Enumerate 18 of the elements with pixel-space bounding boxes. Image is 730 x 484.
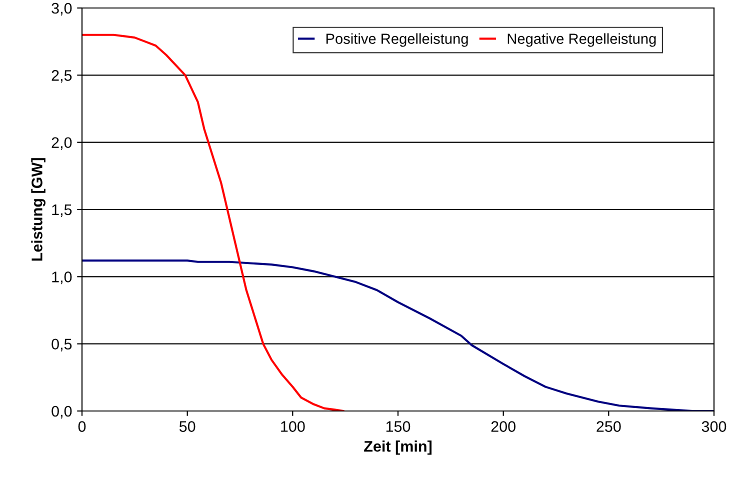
x-tick-label: 0 xyxy=(78,421,86,432)
y-tick-label: 1,5 xyxy=(52,204,72,217)
x-tick-label: 300 xyxy=(702,421,726,432)
y-tick-label: 3,0 xyxy=(52,2,72,16)
y-tick-label: 0,0 xyxy=(52,406,72,418)
x-tick-label: 50 xyxy=(179,421,196,432)
x-tick-label: 250 xyxy=(596,421,621,432)
x-tick-label: 100 xyxy=(281,421,305,432)
x-tick-label: 150 xyxy=(386,421,410,432)
legend-label: Positive Regelleistung xyxy=(326,33,468,47)
x-axis-title: Zeit [min] xyxy=(364,440,432,455)
y-axis-title: Leistung [GW] xyxy=(31,158,46,261)
y-tick-label: 2,0 xyxy=(52,137,72,150)
y-tick-label: 0,5 xyxy=(52,338,72,352)
x-tick-label: 200 xyxy=(491,421,516,432)
y-tick-label: 1,0 xyxy=(52,272,72,284)
legend-label: Negative Regelleistung xyxy=(508,33,656,47)
y-tick-label: 2,5 xyxy=(52,70,72,83)
